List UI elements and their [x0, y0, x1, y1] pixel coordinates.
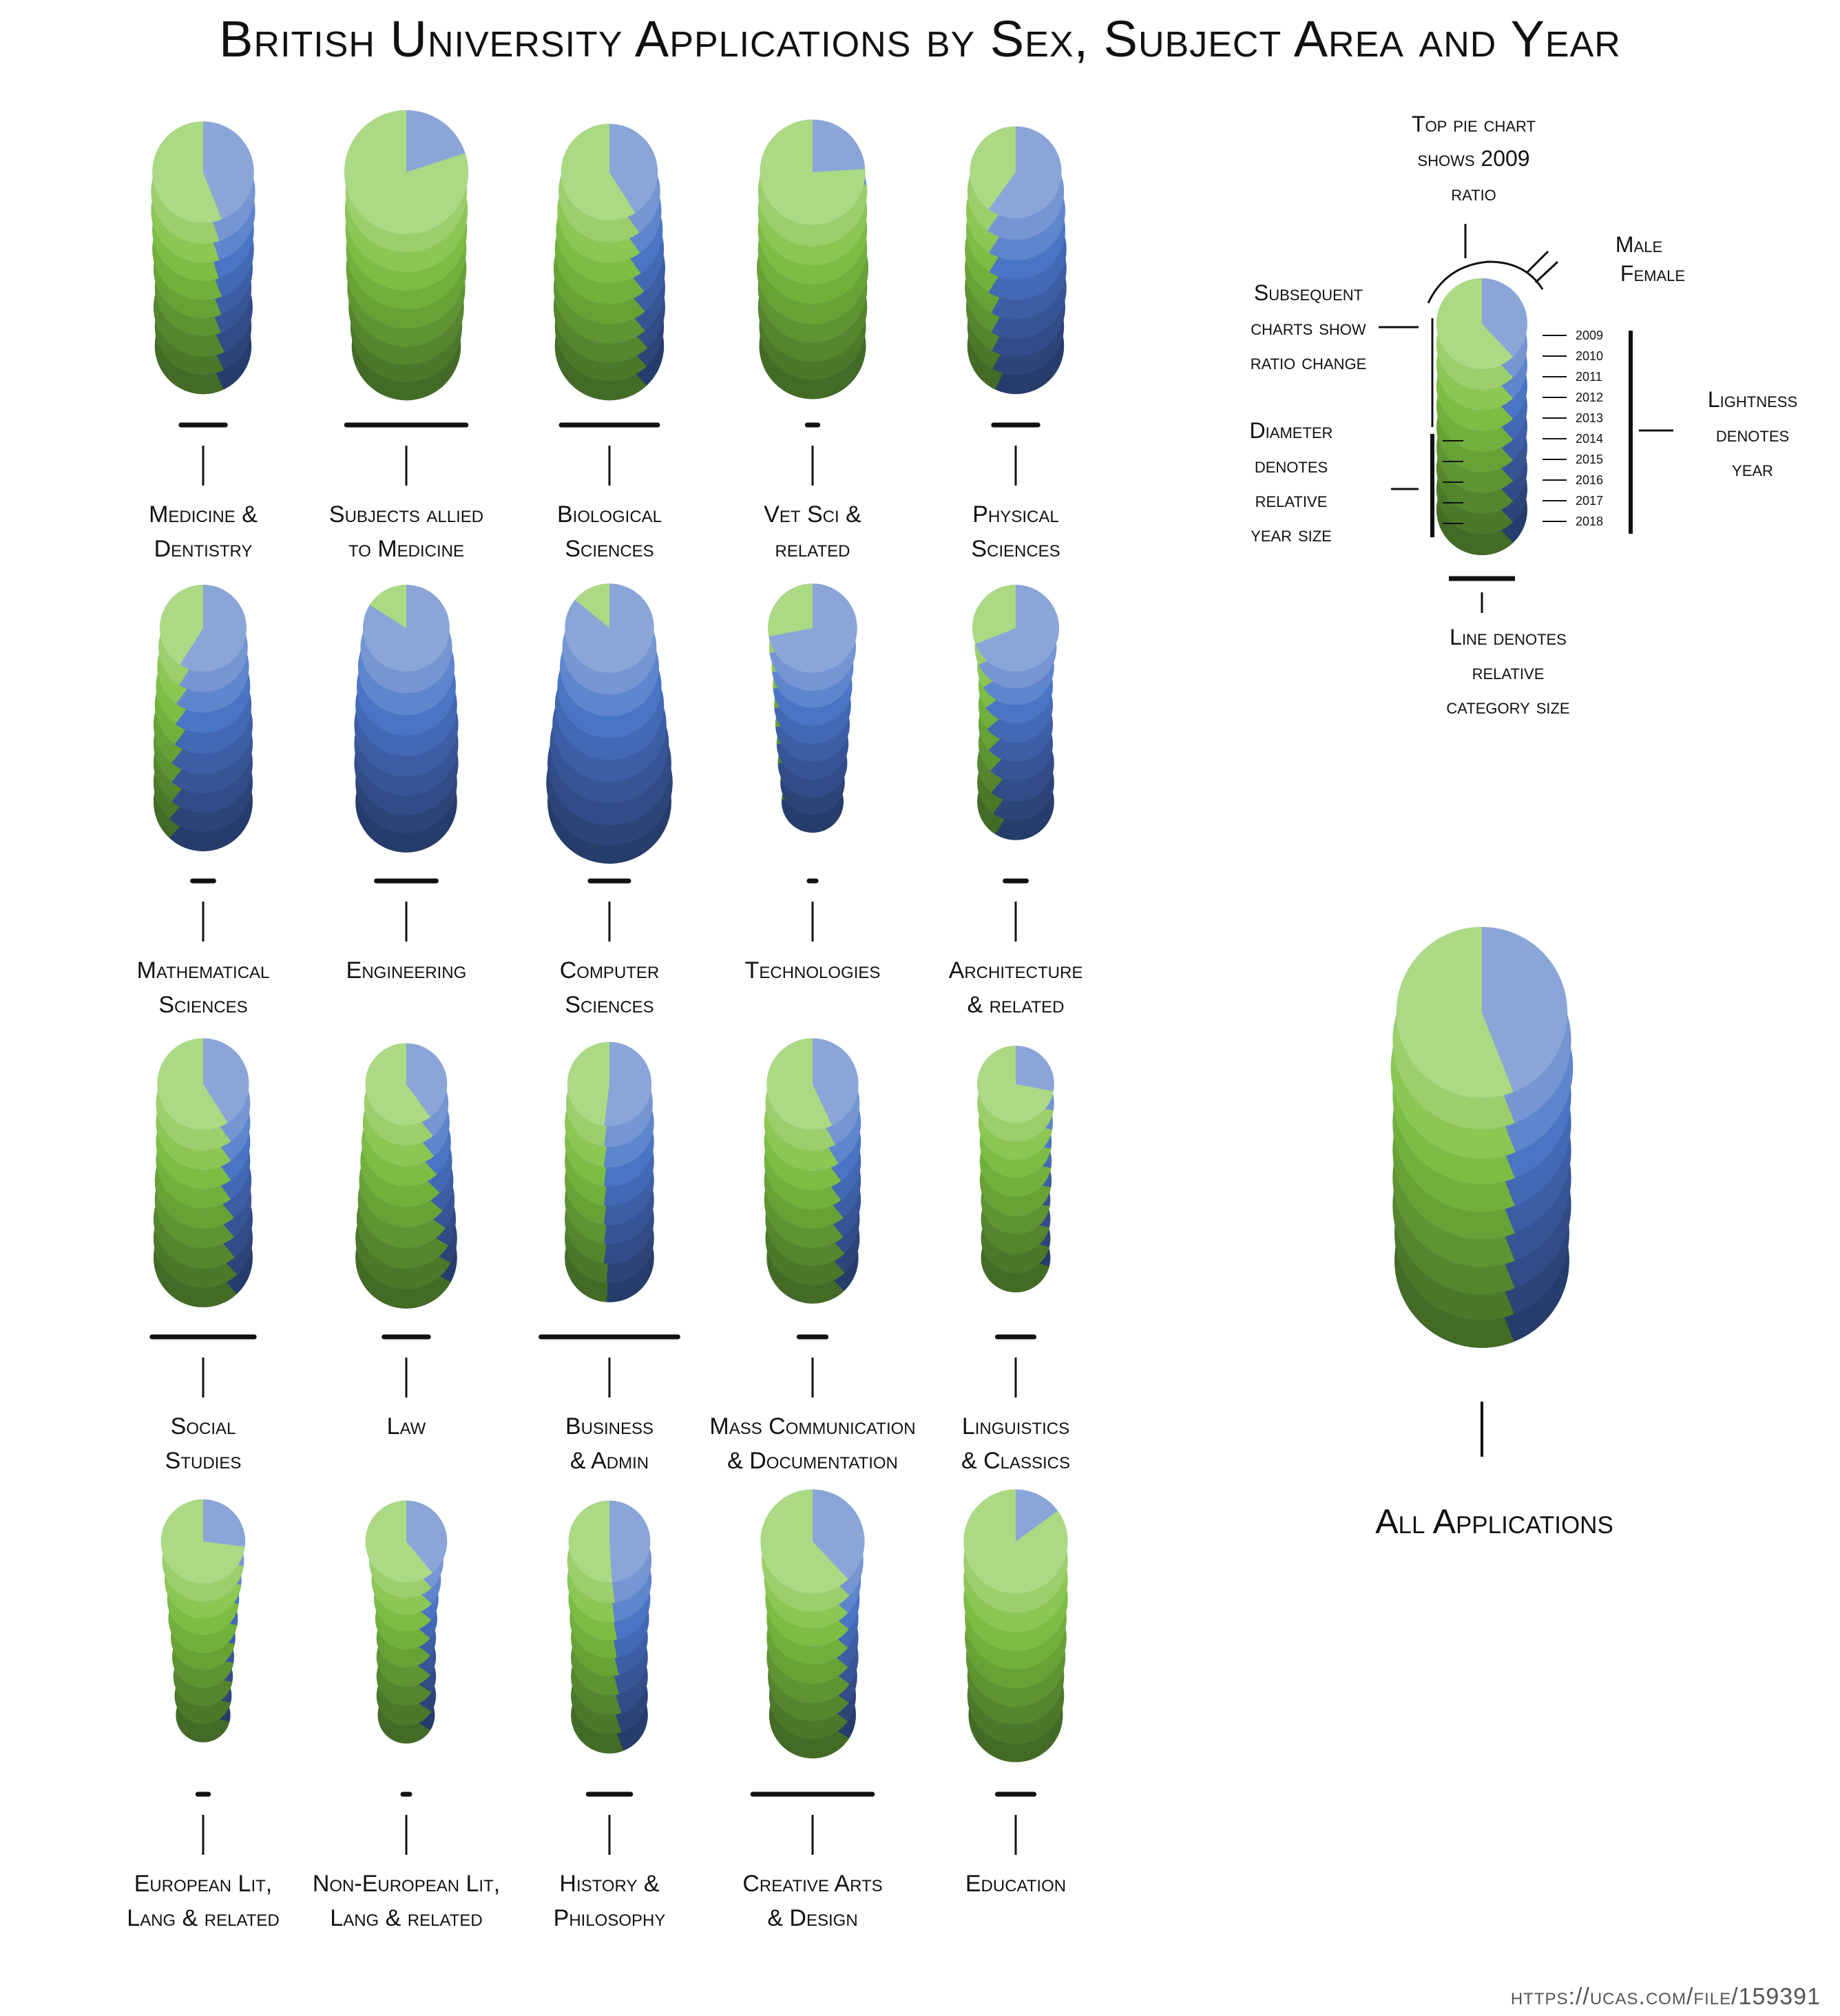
legend-male-pointer [1526, 250, 1549, 273]
source-url: https://ucas.com/file/159391 [1510, 1984, 1821, 2010]
legend-female-pointer [1534, 260, 1559, 284]
pie-stack-6 [354, 585, 459, 853]
pie-stack-9-year-0-female-slice [972, 585, 1016, 645]
pie-stack-11 [355, 1043, 457, 1309]
category-label: Architecture & related [948, 957, 1083, 1018]
legend-top-pie-label: Top pie chart shows 2009 ratio [1412, 112, 1536, 205]
pie-stack-4-year-0-female-slice [970, 126, 1016, 209]
category-label: Education [965, 1871, 1067, 1897]
pie-stack-1 [344, 110, 468, 401]
category-label: Subjects allied to Medicine [328, 501, 484, 562]
category-label: Physical Sciences [971, 501, 1060, 562]
pie-stack-all [1390, 926, 1574, 1348]
pie-stack-16-year-0-female-slice [365, 1500, 432, 1583]
category-label: European Lit, Lang & related [127, 1871, 280, 1931]
category-label: Mathematical Sciences [136, 957, 270, 1018]
category-label: Medicine & Dentistry [149, 501, 258, 562]
legend-year-label: 2010 [1576, 349, 1604, 363]
pie-stack-13 [764, 1038, 861, 1304]
category-label: Technologies [744, 957, 881, 984]
pie-stack-7 [546, 583, 673, 864]
pie-stack-13-year-0-female-slice [766, 1038, 833, 1130]
legend-top-arc [1427, 260, 1544, 304]
pie-stack-0-year-0-female-slice [152, 121, 222, 223]
chart-title: British University Applications by Sex, … [219, 10, 1621, 67]
category-label: History & Philosophy [553, 1871, 666, 1931]
pie-stack-10-year-0-female-slice [157, 1038, 228, 1130]
legend-male-label: Male [1615, 232, 1663, 257]
category-label: Social Studies [165, 1413, 242, 1474]
pie-stack-14-year-0-female-slice [977, 1046, 1054, 1123]
pie-stack-5-year-0-female-slice [160, 585, 203, 665]
legend-female-label: Female [1620, 261, 1686, 286]
legend-year-label: 2014 [1576, 432, 1604, 446]
legend-year-label: 2013 [1576, 411, 1604, 425]
pie-stack-12-year-0-female-slice [567, 1041, 609, 1126]
pie-stack-18 [760, 1489, 865, 1758]
pie-stack-6-year-0-female-slice [369, 585, 406, 628]
category-label: Engineering [346, 957, 467, 984]
pie-stack-2-year-0-female-slice [561, 123, 636, 221]
legend-year-label: 2017 [1576, 494, 1604, 508]
pie-stack-14 [977, 1046, 1054, 1293]
pie-stack-9 [972, 585, 1059, 840]
legend-year-label: 2015 [1576, 453, 1604, 466]
legend-year-label: 2016 [1576, 473, 1604, 487]
pie-stack-19 [963, 1489, 1068, 1763]
pie-stack-12 [565, 1041, 654, 1302]
category-label: Vet Sci & related [764, 501, 861, 562]
category-label: Biological Sciences [556, 501, 662, 562]
category-label: Business & Admin [565, 1413, 654, 1474]
pie-stack-15-year-0-female-slice [160, 1499, 245, 1584]
pie-stack-10 [153, 1038, 253, 1307]
pie-stack-18-year-0-female-slice [760, 1489, 848, 1594]
category-label: Creative Arts & Design [742, 1871, 883, 1931]
legend-sample-stack [1436, 278, 1527, 556]
pie-stack-8-year-0-female-slice [768, 583, 813, 637]
pie-stack-7-year-0-female-slice [575, 583, 609, 628]
pie-stack-17-year-0-female-slice [568, 1500, 612, 1583]
legend-line-label: Line denotes relative category size [1446, 625, 1570, 718]
category-label: Mass Communication & Documentation [709, 1413, 916, 1474]
pie-stack-11-year-0-female-slice [365, 1043, 430, 1125]
legend-subsequent-label: Subsequent charts show ratio change [1250, 280, 1367, 374]
legend-year-label: 2018 [1576, 515, 1604, 528]
pie-stack-17 [567, 1500, 652, 1754]
legend-lightness-label: Lightness denotes year [1707, 387, 1798, 481]
pie-stack-all-year-0-female-slice [1396, 926, 1514, 1099]
pie-stack-5 [153, 585, 253, 851]
legend-year-label: 2011 [1576, 370, 1602, 384]
pie-stack-3 [756, 119, 868, 399]
category-label: Non-European Lit, Lang & related [312, 1871, 501, 1931]
pie-stack-3-year-0-female-slice [760, 119, 866, 225]
pie-stack-8 [768, 583, 857, 833]
all-applications-label: All Applications [1375, 1502, 1613, 1541]
category-label: Linguistics & Classics [961, 1413, 1071, 1474]
legend-sample-stack-year-0-female-slice [1436, 278, 1514, 370]
legend-year-label: 2012 [1576, 391, 1604, 404]
pie-stack-19-year-0-female-slice [963, 1489, 1068, 1594]
pie-stack-0 [151, 121, 255, 395]
pie-stack-1-year-0-female-slice [344, 110, 468, 234]
legend-diameter-label: Diameter denotes relative year size [1249, 418, 1333, 546]
category-label: Computer Sciences [559, 957, 660, 1018]
pie-stack-2 [554, 123, 665, 401]
pie-stack-16 [365, 1500, 448, 1744]
legend-year-label: 2009 [1576, 329, 1604, 342]
category-label: Law [386, 1413, 426, 1440]
pie-stack-15 [160, 1499, 246, 1743]
pie-stack-4 [965, 126, 1067, 395]
